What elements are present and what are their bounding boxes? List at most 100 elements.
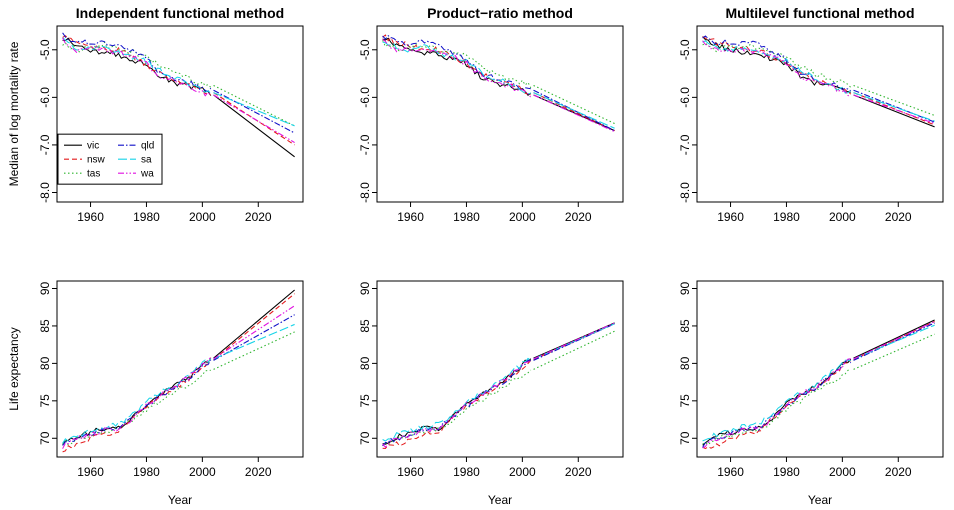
x-tick-label: 1980 <box>773 465 800 479</box>
y-tick-label: -5.0 <box>358 39 372 60</box>
y-tick-label: 80 <box>358 356 372 370</box>
y-tick-label: 70 <box>38 431 52 445</box>
series-qld-history <box>702 35 852 92</box>
series-vic-forecast <box>213 94 295 158</box>
chart-title: Independent functional method <box>76 5 284 21</box>
panel-mortality-multilevel: Multilevel functional method 1960 1980 2000… <box>678 5 944 224</box>
y-axis-label: Life expectancy <box>7 327 21 410</box>
x-tick-label: 1960 <box>397 465 424 479</box>
series-tas-forecast <box>533 330 615 370</box>
series-nsw-history <box>62 35 212 96</box>
y-tick-label: -7.0 <box>38 134 52 155</box>
y-tick-label: 85 <box>678 319 692 333</box>
series-sa-history <box>382 41 531 95</box>
series-tas-forecast <box>853 333 935 370</box>
y-tick-label: -7.0 <box>678 134 692 155</box>
x-tick-label: 1980 <box>133 465 160 479</box>
y-tick-label: 75 <box>358 394 372 408</box>
plot-frame <box>696 280 944 458</box>
y-tick-label: 80 <box>678 356 692 370</box>
y-tick-label: 75 <box>38 394 52 408</box>
series-qld-history <box>382 359 531 447</box>
x-tick-label: 1980 <box>453 210 480 224</box>
x-tick-label: 2020 <box>885 210 912 224</box>
x-tick-label: 2020 <box>245 210 272 224</box>
legend-label-vic: vic <box>87 141 99 152</box>
chart-title: Product−ratio method <box>427 5 573 21</box>
series-qld-forecast <box>853 89 935 123</box>
x-tick-label: 2000 <box>189 465 216 479</box>
x-tick-label: 2000 <box>509 210 536 224</box>
y-tick-label: -5.0 <box>38 39 52 60</box>
series-qld-forecast <box>533 89 615 132</box>
panel-life-expectancy-multilevel: 1960 1980 2000 2020 70 75 80 85 90 Year <box>678 280 944 507</box>
y-tick-label: -6.0 <box>38 87 52 108</box>
x-tick-label: 1960 <box>717 210 744 224</box>
series-qld-history <box>62 359 212 446</box>
series-sa-history <box>382 357 532 442</box>
y-tick-label: 75 <box>678 394 692 408</box>
series-sa-history <box>62 37 212 94</box>
series-nsw-history <box>702 360 852 450</box>
x-tick-label: 1980 <box>453 465 480 479</box>
x-tick-label: 1960 <box>397 210 424 224</box>
y-tick-label: 70 <box>678 431 692 445</box>
panel-life-expectancy-product-ratio: 1960 1980 2000 2020 70 75 80 85 90 Year <box>358 280 624 507</box>
legend-label-nsw: nsw <box>87 155 106 166</box>
series-vic-forecast <box>853 94 935 128</box>
series-vic-forecast <box>533 322 615 359</box>
series-tas-history <box>382 369 532 447</box>
series-vic-history <box>382 358 532 445</box>
y-tick-label: 90 <box>38 281 52 295</box>
x-tick-label: 1960 <box>717 465 744 479</box>
series-nsw-history <box>382 359 532 450</box>
series-nsw-forecast <box>533 92 615 132</box>
x-tick-label: 2020 <box>885 465 912 479</box>
x-tick-label: 2020 <box>565 210 592 224</box>
series-tas-history <box>702 368 851 446</box>
series-sa-forecast <box>213 323 295 360</box>
x-tick-label: 1980 <box>773 210 800 224</box>
series-tas-history <box>62 369 211 446</box>
series-wa-history <box>62 357 212 449</box>
x-tick-label: 2000 <box>829 210 856 224</box>
y-tick-label: -6.0 <box>358 87 372 108</box>
y-tick-label: 70 <box>358 431 372 445</box>
x-tick-label: 1960 <box>77 210 104 224</box>
series-wa-history <box>702 358 851 449</box>
y-axis-label: Median of log mortality rate <box>7 41 21 186</box>
y-tick-label: 85 <box>358 319 372 333</box>
panel-life-expectancy-independent: 1960 1980 2000 2020 70 75 80 85 90 Life expectanc… <box>7 280 304 507</box>
x-axis-label: Year <box>168 493 192 507</box>
plot-frame <box>56 280 304 458</box>
series-vic-forecast <box>213 289 295 359</box>
chart-title: Multilevel functional method <box>725 5 914 21</box>
legend-label-sa: sa <box>141 155 152 166</box>
x-tick-label: 2020 <box>565 465 592 479</box>
y-tick-label: -7.0 <box>358 134 372 155</box>
y-tick-label: 85 <box>38 319 52 333</box>
x-tick-label: 2000 <box>829 465 856 479</box>
series-qld-forecast <box>213 89 295 134</box>
plot-frame <box>696 25 944 203</box>
panel-mortality-independent: Independent functional method 1960 1980 200… <box>7 5 304 224</box>
series-tas-forecast <box>853 84 935 116</box>
legend-label-wa: wa <box>140 169 154 180</box>
x-axis-label: Year <box>808 493 832 507</box>
y-tick-label: -5.0 <box>678 39 692 60</box>
series-sa-forecast <box>533 92 615 129</box>
x-tick-label: 2020 <box>245 465 272 479</box>
y-tick-label: -6.0 <box>678 87 692 108</box>
x-tick-label: 2000 <box>509 465 536 479</box>
series-sa-forecast <box>533 323 615 360</box>
y-tick-label: 90 <box>358 281 372 295</box>
series-wa-history <box>702 40 851 97</box>
plot-frame <box>56 25 304 203</box>
series-wa-forecast <box>213 94 295 144</box>
series-nsw-forecast <box>213 293 295 361</box>
y-tick-label: -8.0 <box>678 182 692 203</box>
legend-label-qld: qld <box>141 141 154 152</box>
series-wa-forecast <box>853 94 935 125</box>
series-wa-history <box>382 359 532 448</box>
